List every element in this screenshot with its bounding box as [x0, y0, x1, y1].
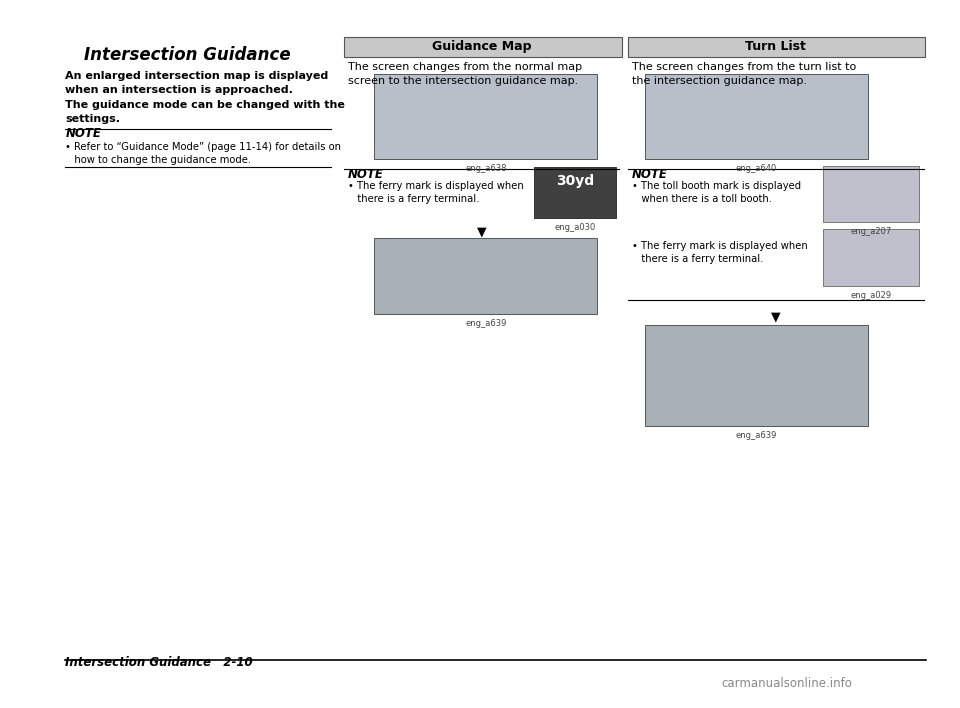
Text: ▼: ▼ — [477, 226, 487, 239]
Text: eng_a207: eng_a207 — [851, 227, 891, 236]
Text: 30yd: 30yd — [556, 174, 594, 188]
Text: NOTE: NOTE — [65, 127, 101, 140]
Text: eng_a639: eng_a639 — [465, 319, 507, 329]
Text: Turn List: Turn List — [745, 40, 806, 53]
Text: An enlarged intersection map is displayed
when an intersection is approached.
Th: An enlarged intersection map is displaye… — [65, 71, 346, 124]
Bar — [645, 325, 868, 426]
Bar — [823, 166, 919, 222]
Text: eng_a030: eng_a030 — [555, 223, 595, 232]
Bar — [645, 74, 868, 159]
Text: The screen changes from the normal map
screen to the intersection guidance map.: The screen changes from the normal map s… — [348, 62, 582, 86]
Text: • The toll booth mark is displayed
   when there is a toll booth.: • The toll booth mark is displayed when … — [632, 181, 801, 205]
Text: eng_a640: eng_a640 — [736, 164, 777, 173]
Text: • The ferry mark is displayed when
   there is a ferry terminal.: • The ferry mark is displayed when there… — [348, 181, 523, 205]
Text: NOTE: NOTE — [348, 168, 383, 181]
Bar — [823, 229, 919, 286]
Text: carmanualsonline.info: carmanualsonline.info — [722, 678, 852, 690]
Bar — [628, 37, 925, 57]
Bar — [534, 167, 616, 218]
Text: • Refer to “Guidance Mode” (page 11-14) for details on
   how to change the guid: • Refer to “Guidance Mode” (page 11-14) … — [65, 142, 342, 165]
Text: NOTE: NOTE — [632, 168, 667, 181]
Text: eng_a639: eng_a639 — [735, 431, 778, 440]
Text: Intersection Guidance: Intersection Guidance — [84, 46, 291, 64]
Bar — [374, 238, 597, 314]
Text: • The ferry mark is displayed when
   there is a ferry terminal.: • The ferry mark is displayed when there… — [632, 241, 807, 264]
Text: Guidance Map: Guidance Map — [432, 40, 532, 53]
Text: eng_a029: eng_a029 — [851, 291, 891, 300]
Bar — [344, 37, 622, 57]
Bar — [374, 74, 597, 159]
Text: The screen changes from the turn list to
the intersection guidance map.: The screen changes from the turn list to… — [632, 62, 856, 86]
Text: ▼: ▼ — [771, 310, 780, 323]
Text: Intersection Guidance   2-10: Intersection Guidance 2-10 — [65, 656, 252, 669]
Text: eng_a638: eng_a638 — [465, 164, 507, 173]
